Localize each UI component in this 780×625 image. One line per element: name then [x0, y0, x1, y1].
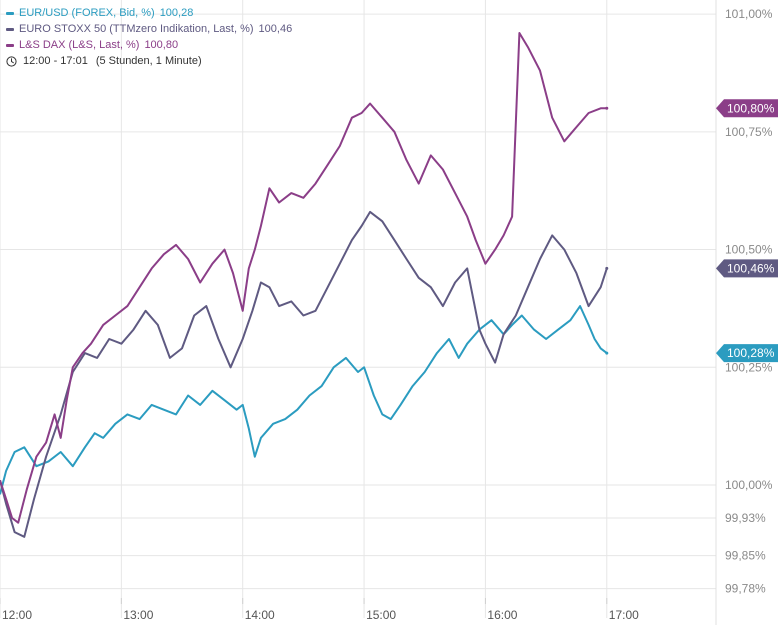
legend-value-eurusd: 100,28 [159, 7, 194, 19]
series-layer [0, 32, 609, 538]
legend-item-dax[interactable]: L&S DAX (L&S, Last, %) 100,80 [6, 37, 292, 53]
series-line-2 [0, 32, 607, 524]
legend-label-stoxx: EURO STOXX 50 (TTMzero Indikation, Last,… [19, 23, 254, 35]
tag-layer: 100,28% 100,46% 100,80% [716, 99, 778, 363]
last-value-tag-label: 100,28% [727, 346, 775, 360]
x-tick-label: 16:00 [487, 608, 517, 622]
x-tick-label: 12:00 [2, 608, 32, 622]
y-tick-label: 101,00% [725, 7, 773, 21]
last-value-tag-bg [716, 259, 778, 278]
legend-swatch-dax [6, 43, 14, 47]
last-value-tag-bg [716, 344, 778, 363]
legend-value-stoxx: 100,46 [258, 23, 293, 35]
y-tick-label: 100,00% [725, 478, 773, 492]
x-tick-label: 15:00 [366, 608, 396, 622]
last-value-tag-2: 100,80% [716, 99, 778, 118]
legend: EUR/USD (FOREX, Bid, %) 100,28 EURO STOX… [6, 5, 292, 69]
legend-swatch-stoxx [6, 27, 14, 31]
legend-label-eurusd: EUR/USD (FOREX, Bid, %) [19, 7, 155, 19]
legend-item-eurusd[interactable]: EUR/USD (FOREX, Bid, %) 100,28 [6, 5, 292, 21]
x-tick-label: 13:00 [123, 608, 153, 622]
last-value-tag-label: 100,46% [727, 261, 775, 275]
last-value-tag-bg [716, 99, 778, 118]
legend-label-dax: L&S DAX (L&S, Last, %) [19, 39, 140, 51]
y-tick-label: 99,93% [725, 511, 766, 525]
time-period: (5 Stunden, 1 Minute) [95, 55, 202, 67]
y-tick-label: 99,78% [725, 582, 766, 596]
series-end-point-2 [605, 106, 609, 110]
x-tick-label: 14:00 [245, 608, 275, 622]
y-tick-label: 100,25% [725, 360, 773, 374]
last-value-tag-0: 100,28% [716, 344, 778, 363]
last-value-tag-1: 100,46% [716, 259, 778, 278]
last-value-tag-label: 100,80% [727, 101, 775, 115]
y-tick-label: 100,50% [725, 243, 773, 257]
clock-icon [6, 55, 17, 67]
legend-swatch-eurusd [6, 11, 14, 15]
time-range-row: 12:00 - 17:01 (5 Stunden, 1 Minute) [6, 53, 292, 69]
series-end-point-1 [605, 266, 609, 270]
legend-item-stoxx[interactable]: EURO STOXX 50 (TTMzero Indikation, Last,… [6, 21, 292, 37]
x-tick-label: 17:00 [609, 608, 639, 622]
series-end-point-0 [605, 351, 609, 355]
time-range: 12:00 - 17:01 [23, 55, 88, 67]
series-line-1 [0, 210, 608, 538]
y-tick-label: 100,75% [725, 125, 773, 139]
grid-layer [0, 0, 716, 618]
y-tick-label: 99,85% [725, 549, 766, 563]
legend-value-dax: 100,80 [144, 39, 179, 51]
series-line-0 [0, 305, 608, 495]
